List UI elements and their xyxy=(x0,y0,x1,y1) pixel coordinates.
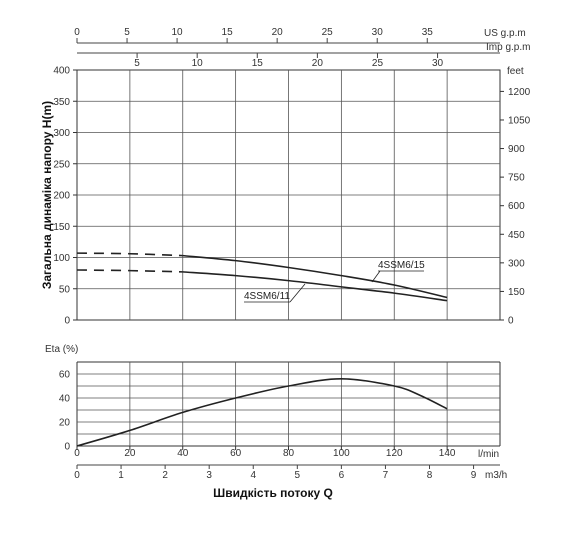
eta-tick-label: 0 xyxy=(64,442,70,453)
x-tick-label: 0 xyxy=(74,448,80,459)
imp-gpm-tick-label: 20 xyxy=(312,58,324,69)
imp-gpm-unit-label: Imp g.p.m xyxy=(486,42,530,53)
x-tick-label: 140 xyxy=(439,448,456,459)
imp-gpm-tick-label: 5 xyxy=(134,58,140,69)
eta-tick-label: 60 xyxy=(59,370,71,381)
feet-tick-label: 450 xyxy=(508,230,525,241)
us-gpm-tick-label: 25 xyxy=(322,27,334,38)
feet-tick-label: 1200 xyxy=(508,87,531,98)
x-tick-label: 40 xyxy=(177,448,189,459)
imp-gpm-tick-label: 30 xyxy=(432,58,444,69)
m3h-unit-label: m3/h xyxy=(485,470,507,481)
series-label-4ssm6-15: 4SSM6/15 xyxy=(378,260,425,271)
eta-curve xyxy=(76,377,448,447)
eta-tick-label: 20 xyxy=(59,418,71,429)
x-tick-label: 60 xyxy=(230,448,242,459)
m3h-tick-label: 1 xyxy=(118,470,124,481)
eta-axis-title: Eta (%) xyxy=(45,344,78,355)
x-tick-label: 120 xyxy=(386,448,403,459)
series-label-leader xyxy=(371,270,381,283)
imp-gpm-tick-label: 10 xyxy=(192,58,204,69)
us-gpm-tick-label: 20 xyxy=(272,27,284,38)
y-tick-label: 250 xyxy=(53,159,70,170)
us-gpm-tick-label: 0 xyxy=(74,27,80,38)
series-4ssm6-15-solid xyxy=(182,254,448,299)
imp-gpm-tick-label: 25 xyxy=(372,58,384,69)
y-tick-label: 300 xyxy=(53,128,70,139)
series-4ssm6-15-dashed xyxy=(76,252,183,257)
m3h-tick-label: 4 xyxy=(250,470,256,481)
feet-tick-label: 0 xyxy=(508,316,514,327)
y-tick-label: 150 xyxy=(53,222,70,233)
y-tick-label: 200 xyxy=(53,191,70,202)
eta-tick-label: 40 xyxy=(59,394,71,405)
m3h-tick-label: 6 xyxy=(339,470,345,481)
feet-unit-label: feet xyxy=(507,66,524,77)
m3h-tick-label: 5 xyxy=(295,470,301,481)
series-label-leader xyxy=(289,283,306,303)
lmin-unit-label: l/min xyxy=(478,449,499,460)
us-gpm-unit-label: US g.p.m xyxy=(484,28,526,39)
us-gpm-tick-label: 30 xyxy=(372,27,384,38)
series-4ssm6-11-dashed xyxy=(76,269,183,273)
m3h-tick-label: 2 xyxy=(162,470,168,481)
feet-tick-label: 750 xyxy=(508,173,525,184)
imp-gpm-tick-label: 15 xyxy=(252,58,264,69)
y-tick-label: 400 xyxy=(53,66,70,77)
x-tick-label: 20 xyxy=(124,448,136,459)
m3h-tick-label: 3 xyxy=(206,470,212,481)
us-gpm-tick-label: 35 xyxy=(422,27,434,38)
feet-tick-label: 900 xyxy=(508,144,525,155)
y-tick-label: 50 xyxy=(59,284,71,295)
y-tick-label: 350 xyxy=(53,97,70,108)
x-axis-title: Швидкість потоку Q xyxy=(213,486,333,500)
us-gpm-tick-label: 5 xyxy=(124,27,130,38)
y-axis-title: Загальна динаміка напору H(m) xyxy=(40,101,54,289)
m3h-tick-label: 8 xyxy=(427,470,433,481)
us-gpm-tick-label: 15 xyxy=(222,27,234,38)
y-tick-label: 0 xyxy=(64,316,70,327)
y-tick-label: 100 xyxy=(53,253,70,264)
m3h-tick-label: 7 xyxy=(383,470,389,481)
x-tick-label: 80 xyxy=(283,448,295,459)
m3h-tick-label: 0 xyxy=(74,470,80,481)
feet-tick-label: 300 xyxy=(508,258,525,269)
feet-tick-label: 150 xyxy=(508,287,525,298)
m3h-tick-label: 9 xyxy=(471,470,477,481)
feet-tick-label: 1050 xyxy=(508,115,531,126)
x-tick-label: 100 xyxy=(333,448,350,459)
series-4ssm6-11-solid xyxy=(182,271,448,302)
feet-tick-label: 600 xyxy=(508,201,525,212)
series-label-4ssm6-11: 4SSM6/11 xyxy=(244,291,290,302)
us-gpm-tick-label: 10 xyxy=(172,27,184,38)
